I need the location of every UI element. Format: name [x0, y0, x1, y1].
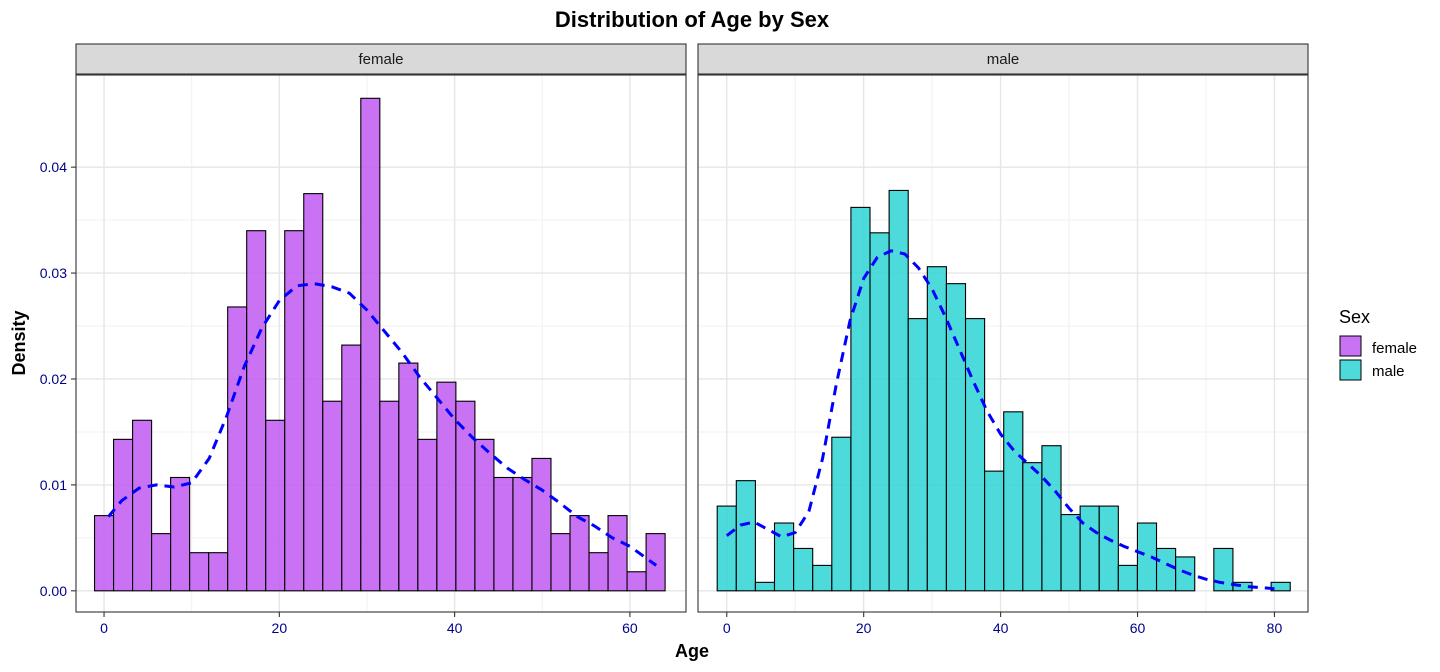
- male-histogram-bar: [1060, 514, 1081, 592]
- female-strip-label: female: [358, 51, 403, 68]
- male-histogram-bar: [754, 581, 776, 592]
- male-x-tick-label: 20: [856, 620, 872, 636]
- male-histogram-bar: [1117, 564, 1138, 592]
- male-strip-label: male: [987, 51, 1020, 68]
- female-histogram-bar: [322, 400, 343, 592]
- female-strip: [75, 43, 687, 75]
- male-histogram-bar: [1175, 556, 1196, 592]
- y-tick-label: 0.00: [40, 583, 67, 599]
- y-tick-label: 0.04: [40, 159, 67, 175]
- female-histogram-bar: [379, 400, 400, 592]
- female-histogram-bar: [113, 438, 134, 592]
- male-histogram-bar: [1041, 445, 1062, 592]
- female-x-tick-label: 40: [447, 620, 463, 636]
- male-histogram-bar: [1098, 505, 1119, 592]
- female-histogram-bar: [607, 515, 628, 592]
- male-histogram-bar: [964, 318, 986, 592]
- male-x-tick-label: 0: [723, 620, 731, 636]
- female-histogram-bar: [455, 400, 476, 592]
- male-histogram-bar: [1003, 411, 1024, 592]
- male-density-curve: [725, 249, 1275, 591]
- male-histogram-bar: [1155, 547, 1177, 592]
- female-histogram-bar: [588, 552, 609, 592]
- female-x-tick-label: 60: [622, 620, 638, 636]
- female-histogram-bar: [227, 306, 248, 592]
- female-histogram-bar: [550, 533, 571, 592]
- female-histogram-bar: [151, 533, 172, 592]
- male-histogram-bar: [1022, 462, 1043, 592]
- female-histogram-bar: [531, 457, 552, 592]
- legend-label-female: female: [1372, 340, 1417, 357]
- female-histogram-bar: [360, 97, 381, 592]
- female-histogram-bar: [493, 476, 514, 592]
- male-histogram-bar: [716, 505, 737, 592]
- male-histogram-bar: [812, 564, 833, 592]
- y-axis-title: Density: [9, 310, 29, 375]
- legend-key-male: [1339, 359, 1362, 381]
- female-histogram-bar: [436, 381, 457, 592]
- male-histogram-bar: [850, 206, 871, 592]
- female-histogram-bar: [93, 515, 115, 592]
- male-histogram-bar: [907, 318, 928, 592]
- female-histogram-bar: [246, 230, 267, 592]
- male-x-tick-label: 40: [993, 620, 1009, 636]
- legend-title: Sex: [1339, 307, 1370, 327]
- female-panel-border: [75, 74, 687, 613]
- female-histogram-bar: [303, 193, 324, 592]
- male-histogram-bar: [1079, 505, 1100, 592]
- female-density-curve: [107, 282, 658, 567]
- female-histogram-bar: [626, 571, 647, 592]
- male-histogram-bar: [793, 547, 814, 592]
- female-histogram-bar: [208, 552, 229, 592]
- female-histogram-bar: [512, 476, 533, 592]
- male-histogram-bar: [984, 470, 1005, 592]
- male-x-tick-label: 80: [1267, 620, 1283, 636]
- female-histogram-bar: [132, 419, 153, 592]
- male-histogram-bar: [831, 436, 852, 592]
- female-histogram-bar: [417, 438, 438, 592]
- female-histogram-bar: [170, 476, 191, 592]
- legend-key-female: [1339, 335, 1362, 357]
- chart-title: Distribution of Age by Sex: [555, 7, 830, 32]
- female-histogram-bar: [189, 552, 210, 592]
- male-panel-border: [697, 74, 1309, 613]
- male-strip: [697, 43, 1309, 75]
- y-tick-label: 0.03: [40, 265, 67, 281]
- female-histogram-bar: [474, 438, 495, 592]
- female-histogram-bar: [569, 515, 590, 592]
- female-histogram-bar: [341, 344, 362, 592]
- male-histogram-bar: [869, 232, 890, 592]
- female-x-tick-label: 20: [272, 620, 288, 636]
- legend-label-male: male: [1372, 363, 1405, 380]
- panel-female: female 0 20 40 60 0.00 0.01 0.02 0.03 0.04: [40, 43, 687, 636]
- y-tick-label: 0.01: [40, 477, 67, 493]
- male-histogram-bar: [945, 283, 967, 592]
- panel-male: male 0 20 40 60 80: [697, 43, 1309, 636]
- legend: Sex female male: [1339, 307, 1417, 381]
- male-histogram-bar: [735, 480, 756, 592]
- female-histogram-bar: [265, 419, 286, 592]
- female-histogram-bar: [645, 533, 666, 592]
- female-x-tick-label: 0: [100, 620, 108, 636]
- male-histogram-bar: [1270, 581, 1291, 592]
- female-histogram-bar: [398, 362, 419, 592]
- x-axis-title: Age: [675, 641, 709, 661]
- y-tick-label: 0.02: [40, 371, 67, 387]
- male-histogram-bar: [926, 266, 947, 592]
- male-histogram-bar: [1213, 547, 1234, 592]
- male-x-tick-label: 60: [1130, 620, 1146, 636]
